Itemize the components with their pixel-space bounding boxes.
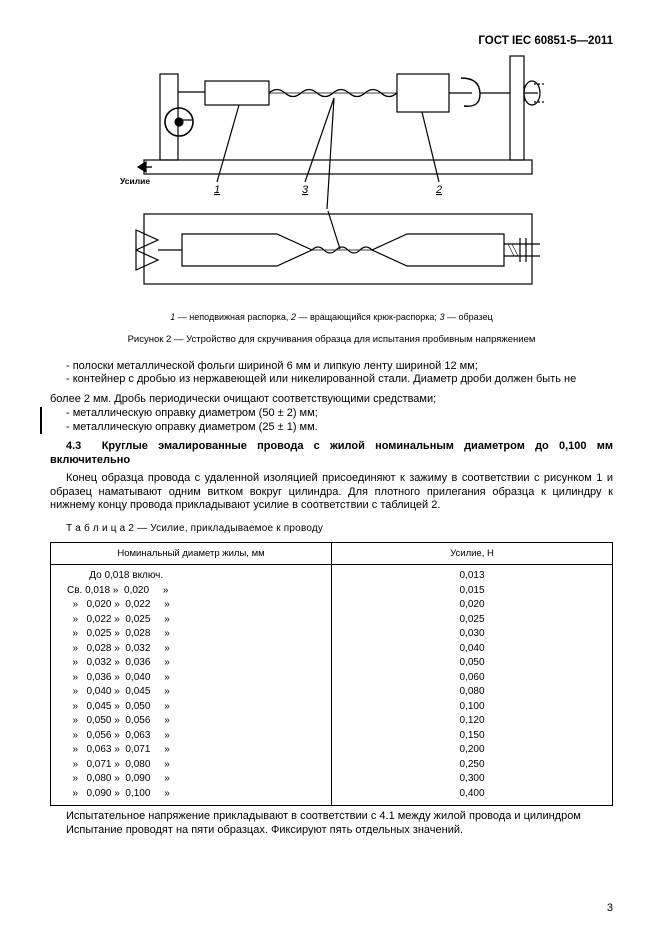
list-item: - металлическую оправку диаметром (50 ± … — [50, 407, 613, 421]
figure-legend: 1 — неподвижная распорка, 2 — вращающийс… — [50, 312, 613, 323]
document-page: ГОСТ IEC 60851-5—2011 — [0, 0, 661, 936]
table-row: » 0,040 » 0,045 »0,080 — [51, 685, 613, 700]
cell-force: 0,040 — [332, 642, 613, 657]
materials-list-part1: - полоски металлической фольги шириной 6… — [50, 360, 613, 388]
paragraph-samples: Испытание проводят на пяти образцах. Фик… — [50, 824, 613, 838]
table-row: » 0,056 » 0,063 »0,150 — [51, 729, 613, 744]
list-item-continuation: более 2 мм. Дробь периодически очищают с… — [50, 393, 613, 407]
table-row: » 0,090 » 0,100 »0,400 — [51, 787, 613, 806]
cell-diameter: » 0,025 » 0,028 » — [51, 627, 332, 642]
table-row: До 0,018 включ.0,013 — [51, 565, 613, 584]
cell-diameter: » 0,080 » 0,090 » — [51, 772, 332, 787]
cell-force: 0,050 — [332, 656, 613, 671]
apparatus-diagram: 1 3 2 Усилие — [112, 54, 552, 304]
cell-force: 0,013 — [332, 565, 613, 584]
cell-diameter: » 0,090 » 0,100 » — [51, 787, 332, 806]
figure-caption: Рисунок 2 — Устройство для скручивания о… — [50, 334, 613, 346]
cell-diameter: До 0,018 включ. — [51, 565, 332, 584]
col-header-force: Усилие, Н — [332, 542, 613, 565]
list-item: - металлическую оправку диаметром (25 ± … — [50, 421, 613, 435]
cell-force: 0,120 — [332, 714, 613, 729]
cell-force: 0,080 — [332, 685, 613, 700]
cell-force: 0,060 — [332, 671, 613, 686]
table-row: » 0,071 » 0,080 »0,250 — [51, 758, 613, 773]
cell-force: 0,025 — [332, 613, 613, 628]
materials-list-part2: - металлическую оправку диаметром (50 ± … — [50, 407, 613, 435]
cell-force: 0,020 — [332, 598, 613, 613]
cell-diameter: » 0,045 » 0,050 » — [51, 700, 332, 715]
callout-3: 3 — [301, 184, 308, 196]
table-row: » 0,036 » 0,040 »0,060 — [51, 671, 613, 686]
cell-diameter: » 0,036 » 0,040 » — [51, 671, 332, 686]
table-row: » 0,025 » 0,028 »0,030 — [51, 627, 613, 642]
cell-force: 0,015 — [332, 584, 613, 599]
paragraph-procedure: Конец образца провода с удаленной изоляц… — [50, 472, 613, 513]
list-item: - контейнер с дробью из нержавеющей или … — [50, 373, 613, 387]
cell-diameter: Св. 0,018 » 0,020 » — [51, 584, 332, 599]
cell-force: 0,400 — [332, 787, 613, 806]
table-row: » 0,050 » 0,056 »0,120 — [51, 714, 613, 729]
section-4-3-title: 4.3 Круглые эмалированные провода с жило… — [50, 440, 613, 468]
cell-force: 0,100 — [332, 700, 613, 715]
cell-force: 0,250 — [332, 758, 613, 773]
callout-2: 2 — [434, 184, 441, 196]
table-row: » 0,028 » 0,032 »0,040 — [51, 642, 613, 657]
figure-2: 1 3 2 Усилие — [50, 54, 613, 304]
table-row: » 0,045 » 0,050 »0,100 — [51, 700, 613, 715]
cell-force: 0,030 — [332, 627, 613, 642]
cell-diameter: » 0,022 » 0,025 » — [51, 613, 332, 628]
force-label: Усилие — [120, 176, 150, 186]
standard-code: ГОСТ IEC 60851-5—2011 — [50, 34, 613, 48]
cell-diameter: » 0,020 » 0,022 » — [51, 598, 332, 613]
cell-force: 0,200 — [332, 743, 613, 758]
cell-diameter: » 0,040 » 0,045 » — [51, 685, 332, 700]
table-row: » 0,020 » 0,022 »0,020 — [51, 598, 613, 613]
cell-diameter: » 0,032 » 0,036 » — [51, 656, 332, 671]
table-header-row: Номинальный диаметр жилы, мм Усилие, Н — [51, 542, 613, 565]
cell-diameter: » 0,028 » 0,032 » — [51, 642, 332, 657]
list-item: - полоски металлической фольги шириной 6… — [50, 360, 613, 374]
cell-diameter: » 0,050 » 0,056 » — [51, 714, 332, 729]
cell-diameter: » 0,071 » 0,080 » — [51, 758, 332, 773]
table-row: » 0,063 » 0,071 »0,200 — [51, 743, 613, 758]
callout-1: 1 — [213, 184, 219, 196]
cell-force: 0,300 — [332, 772, 613, 787]
table-row: » 0,080 » 0,090 »0,300 — [51, 772, 613, 787]
page-number: 3 — [607, 902, 613, 916]
col-header-diameter: Номинальный диаметр жилы, мм — [51, 542, 332, 565]
paragraph-voltage: Испытательное напряжение прикладывают в … — [50, 810, 613, 824]
table-2-caption: Т а б л и ц а 2 — Усилие, прикладываемое… — [66, 523, 613, 536]
cell-diameter: » 0,063 » 0,071 » — [51, 743, 332, 758]
table-2: Номинальный диаметр жилы, мм Усилие, Н Д… — [50, 542, 613, 807]
table-row: » 0,032 » 0,036 »0,050 — [51, 656, 613, 671]
table-row: Св. 0,018 » 0,020 »0,015 — [51, 584, 613, 599]
cell-diameter: » 0,056 » 0,063 » — [51, 729, 332, 744]
change-bar-block: - металлическую оправку диаметром (50 ± … — [40, 407, 613, 435]
table-row: » 0,022 » 0,025 »0,025 — [51, 613, 613, 628]
cell-force: 0,150 — [332, 729, 613, 744]
